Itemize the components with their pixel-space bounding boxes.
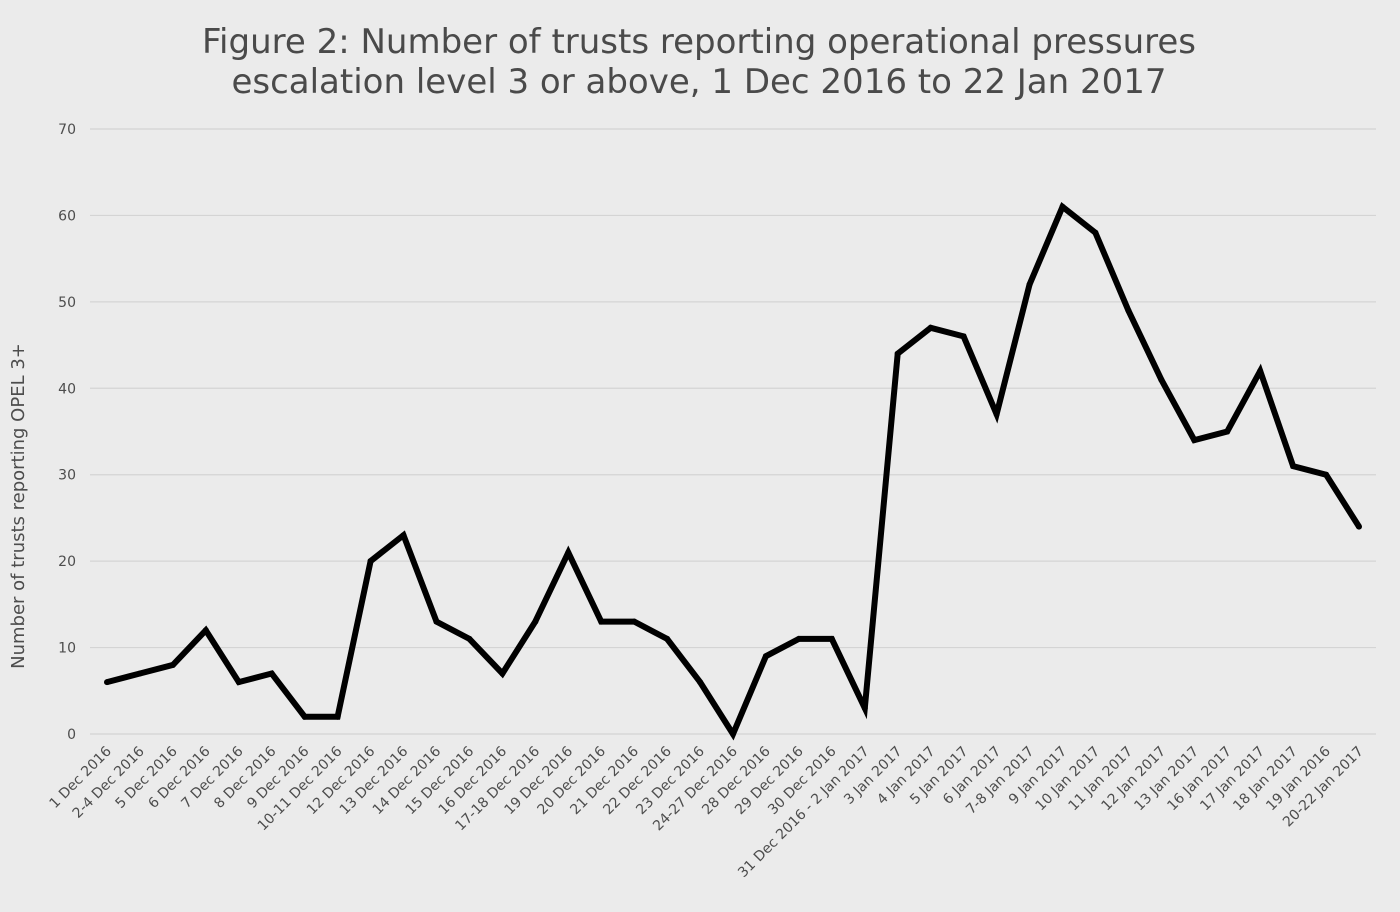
- data-point: [1224, 428, 1231, 435]
- data-point: [532, 618, 539, 625]
- data-point: [1125, 307, 1132, 314]
- data-point: [664, 635, 671, 642]
- y-tick-label: 50: [58, 295, 76, 311]
- y-tick-label: 40: [58, 381, 76, 397]
- data-point: [1323, 471, 1330, 478]
- data-point: [268, 670, 275, 677]
- data-point: [1026, 281, 1033, 288]
- data-point: [1290, 463, 1297, 470]
- data-point: [301, 713, 308, 720]
- data-point: [927, 324, 934, 331]
- data-point: [1059, 203, 1066, 210]
- data-point: [795, 635, 802, 642]
- data-point: [828, 635, 835, 642]
- data-point: [1092, 229, 1099, 236]
- data-point: [334, 713, 341, 720]
- data-point: [631, 618, 638, 625]
- data-point: [400, 532, 407, 539]
- data-point: [367, 558, 374, 565]
- data-point: [762, 653, 769, 660]
- data-point: [730, 731, 736, 737]
- data-point: [169, 661, 176, 668]
- gridlines: [90, 128, 1376, 735]
- y-tick-label: 60: [58, 208, 76, 224]
- y-tick-label: 30: [58, 468, 76, 484]
- data-point: [894, 350, 901, 357]
- series-layer: [104, 202, 1362, 741]
- chart-title-line-1: Figure 2: Number of trusts reporting ope…: [202, 22, 1196, 62]
- data-point: [598, 618, 605, 625]
- data-point: [861, 705, 868, 712]
- data-point: [235, 679, 242, 686]
- data-point: [136, 670, 143, 677]
- data-point: [697, 679, 704, 686]
- y-tick-label: 20: [58, 554, 76, 570]
- y-axis-ticks: 0 10 20 30 40 50 60 70: [58, 122, 76, 743]
- series-line: [106, 202, 1362, 741]
- data-point: [202, 627, 209, 634]
- data-point: [993, 411, 1000, 418]
- data-point: [433, 618, 440, 625]
- y-tick-label: 10: [58, 641, 76, 657]
- data-point: [1191, 437, 1198, 444]
- data-point: [1158, 376, 1165, 383]
- y-tick-label: 70: [58, 122, 76, 138]
- data-point: [1257, 368, 1264, 374]
- y-axis-title: Number of trusts reporting OPEL 3+: [8, 343, 29, 669]
- data-point: [960, 333, 967, 340]
- data-point: [499, 670, 506, 677]
- data-point: [466, 635, 473, 642]
- chart-title-line-2: escalation level 3 or above, 1 Dec 2016 …: [231, 62, 1166, 102]
- data-point: [1356, 523, 1362, 530]
- data-point: [565, 549, 572, 556]
- y-tick-label: 0: [67, 727, 76, 743]
- data-point: [104, 679, 110, 686]
